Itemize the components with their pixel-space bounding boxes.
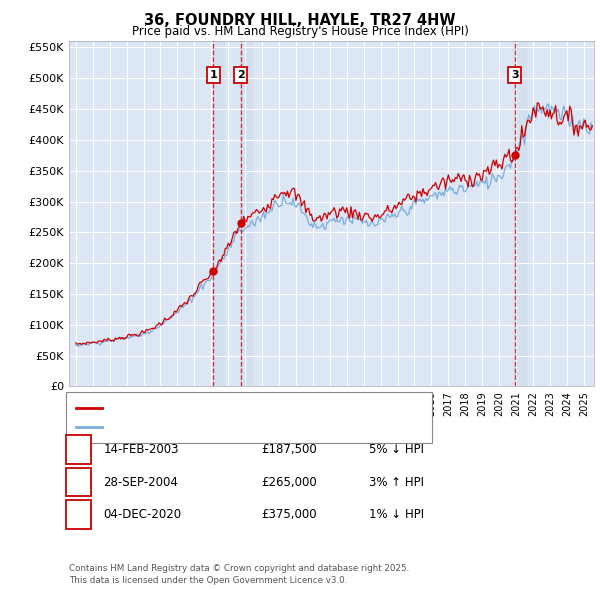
Text: £187,500: £187,500 bbox=[261, 443, 317, 456]
Text: 2: 2 bbox=[74, 476, 83, 489]
Text: 36, FOUNDRY HILL, HAYLE, TR27 4HW (detached house): 36, FOUNDRY HILL, HAYLE, TR27 4HW (detac… bbox=[107, 403, 398, 412]
Text: 14-FEB-2003: 14-FEB-2003 bbox=[103, 443, 179, 456]
Text: 3: 3 bbox=[511, 70, 518, 80]
Text: 28-SEP-2004: 28-SEP-2004 bbox=[103, 476, 178, 489]
Text: 1% ↓ HPI: 1% ↓ HPI bbox=[369, 508, 424, 521]
Bar bbox=[514, 41, 526, 386]
Text: £265,000: £265,000 bbox=[261, 476, 317, 489]
Text: 04-DEC-2020: 04-DEC-2020 bbox=[103, 508, 181, 521]
Text: 3% ↑ HPI: 3% ↑ HPI bbox=[369, 476, 424, 489]
Bar bbox=[213, 41, 224, 386]
Text: 5% ↓ HPI: 5% ↓ HPI bbox=[369, 443, 424, 456]
Bar bbox=[241, 41, 252, 386]
Text: Contains HM Land Registry data © Crown copyright and database right 2025.
This d: Contains HM Land Registry data © Crown c… bbox=[69, 565, 409, 585]
Text: 1: 1 bbox=[74, 443, 83, 456]
Text: HPI: Average price, detached house, Cornwall: HPI: Average price, detached house, Corn… bbox=[107, 422, 345, 432]
Text: 1: 1 bbox=[209, 70, 217, 80]
Text: 36, FOUNDRY HILL, HAYLE, TR27 4HW: 36, FOUNDRY HILL, HAYLE, TR27 4HW bbox=[144, 13, 456, 28]
Text: £375,000: £375,000 bbox=[261, 508, 317, 521]
Text: 2: 2 bbox=[237, 70, 245, 80]
Text: 3: 3 bbox=[74, 508, 83, 521]
Text: Price paid vs. HM Land Registry's House Price Index (HPI): Price paid vs. HM Land Registry's House … bbox=[131, 25, 469, 38]
